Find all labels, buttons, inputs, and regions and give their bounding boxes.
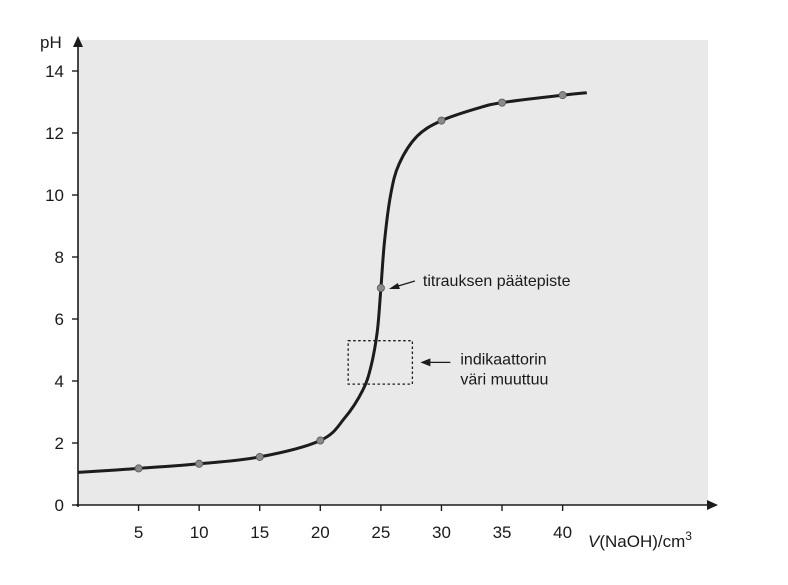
axis-ticks: 5 10 15 20 25 30 35 40 0 2 4 6 8 10 12 14 bbox=[45, 62, 572, 542]
indicator-arrow-head bbox=[420, 358, 431, 367]
x-axis-title: V(NaOH)/cm3 bbox=[588, 529, 692, 551]
y-tick-label-4: 4 bbox=[55, 372, 64, 391]
data-point-2 bbox=[195, 459, 204, 468]
y-axis-arrow bbox=[73, 36, 83, 47]
y-tick-label-12: 12 bbox=[45, 124, 64, 143]
y-tick-label-14: 14 bbox=[45, 62, 64, 81]
x-tick-label-20: 20 bbox=[311, 523, 330, 542]
data-point-8 bbox=[558, 91, 567, 100]
indicator-label-line-1: indikaattorin bbox=[460, 351, 546, 368]
indicator-range-box bbox=[347, 340, 414, 385]
x-tick-label-40: 40 bbox=[553, 523, 572, 542]
x-tick-label-15: 15 bbox=[250, 523, 269, 542]
data-point-1 bbox=[134, 464, 143, 473]
indicator-label-line-2: väri muuttuu bbox=[460, 371, 548, 388]
x-tick-label-5: 5 bbox=[134, 523, 143, 542]
endpoint-label: titrauksen päätepiste bbox=[423, 273, 571, 290]
data-point-5 bbox=[376, 283, 385, 292]
y-tick-label-8: 8 bbox=[55, 248, 64, 267]
data-points bbox=[134, 91, 567, 473]
x-tick-label-35: 35 bbox=[493, 523, 512, 542]
y-tick-label-0: 0 bbox=[55, 496, 64, 515]
x-tick-label-25: 25 bbox=[371, 523, 390, 542]
y-axis-title: pH bbox=[40, 33, 62, 52]
data-point-3 bbox=[255, 452, 264, 461]
data-point-6 bbox=[437, 116, 446, 125]
y-tick-label-2: 2 bbox=[55, 434, 64, 453]
plot-background bbox=[78, 40, 708, 505]
y-tick-label-6: 6 bbox=[55, 310, 64, 329]
x-axis-title-sup: 3 bbox=[685, 529, 692, 543]
x-axis-title-var: V bbox=[588, 532, 601, 551]
y-tick-label-10: 10 bbox=[45, 186, 64, 205]
data-point-7 bbox=[498, 98, 507, 107]
endpoint-arrow-head bbox=[388, 283, 400, 289]
x-axis-title-main: (NaOH)/cm bbox=[599, 532, 685, 551]
x-axis-arrow bbox=[707, 500, 718, 510]
x-tick-label-30: 30 bbox=[432, 523, 451, 542]
data-point-4 bbox=[316, 436, 325, 445]
x-tick-label-10: 10 bbox=[190, 523, 209, 542]
